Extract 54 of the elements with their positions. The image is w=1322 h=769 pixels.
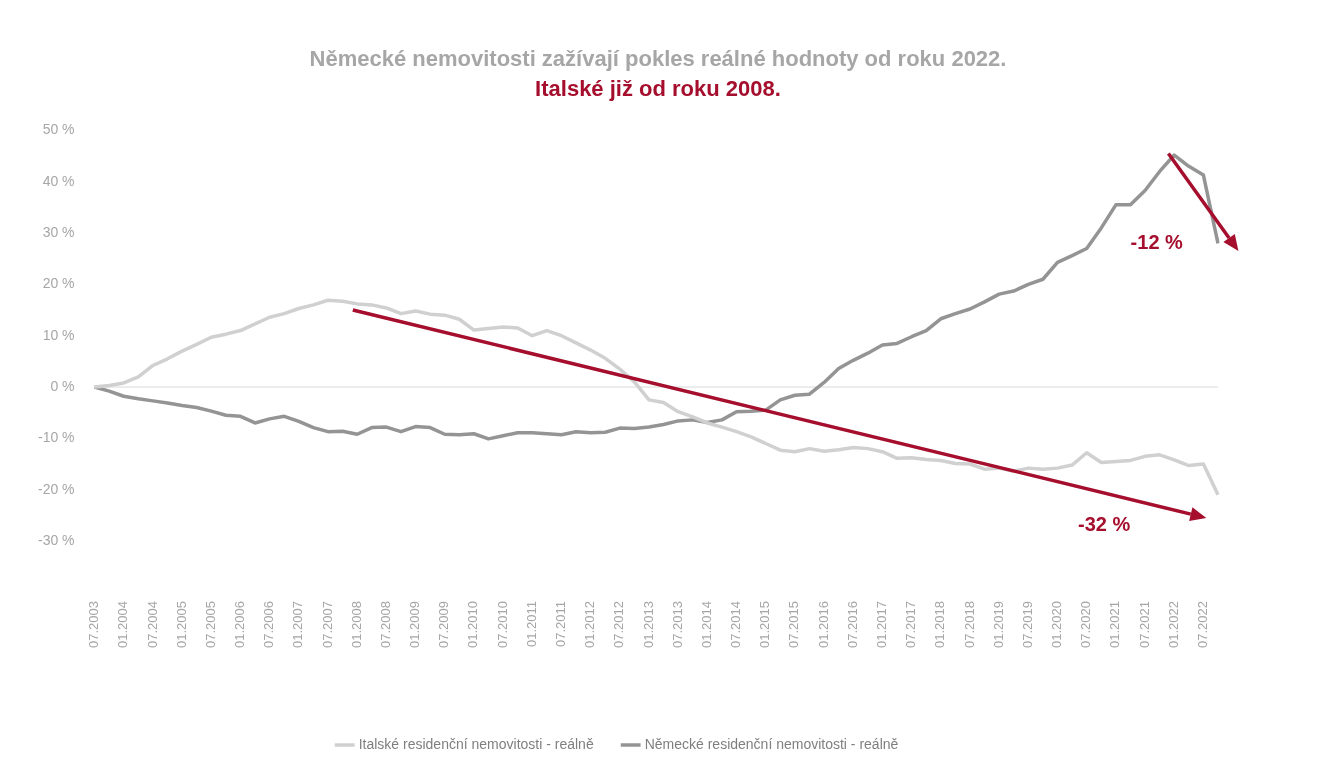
x-tick-label: 01.2020 xyxy=(1049,601,1065,649)
legend-label: Německé residenční nemovitosti - reálně xyxy=(644,735,899,752)
y-tick-label: 10 % xyxy=(42,326,75,343)
x-tick-label: 01.2015 xyxy=(757,601,773,649)
y-tick-label: -20 % xyxy=(37,480,75,497)
x-tick-label: 07.2013 xyxy=(669,601,685,649)
x-tick-label: 07.2003 xyxy=(86,601,102,649)
x-tick-label: 07.2019 xyxy=(1019,601,1035,649)
y-tick-label: 30 % xyxy=(42,223,75,240)
y-tick-label: 50 % xyxy=(42,121,75,138)
x-tick-label: 07.2007 xyxy=(319,601,335,649)
x-tick-label: 07.2015 xyxy=(786,601,802,649)
y-tick-label: 0 % xyxy=(50,377,75,394)
x-tick-label: 01.2006 xyxy=(232,601,248,649)
x-tick-label: 01.2011 xyxy=(523,601,539,648)
x-tick-label: 07.2016 xyxy=(844,601,860,649)
x-tick-label: 07.2004 xyxy=(144,601,160,649)
annotation: -32 % xyxy=(1078,512,1131,535)
x-tick-label: 01.2018 xyxy=(932,601,948,649)
chart-title: Německé nemovitosti zažívají pokles reálné hodnoty od roku 2022. xyxy=(308,46,1008,72)
x-tick-label: 01.2021 xyxy=(1107,601,1123,649)
x-tick-label: 01.2013 xyxy=(640,601,656,649)
x-tick-label: 07.2008 xyxy=(377,601,393,649)
x-tick-label: 07.2005 xyxy=(202,601,218,649)
x-tick-label: 07.2012 xyxy=(611,601,627,649)
x-tick-label: 07.2017 xyxy=(903,601,919,649)
x-tick-label: 01.2005 xyxy=(173,601,189,649)
x-tick-label: 07.2006 xyxy=(261,601,277,649)
x-tick-label: 01.2012 xyxy=(582,601,598,649)
y-tick-label: -30 % xyxy=(37,531,75,548)
x-tick-label: 07.2009 xyxy=(436,601,452,649)
x-tick-label: 01.2016 xyxy=(815,601,831,649)
y-tick-label: -10 % xyxy=(37,429,75,446)
y-tick-label: 40 % xyxy=(42,172,75,189)
x-tick-label: 01.2010 xyxy=(465,601,481,649)
x-tick-label: 01.2007 xyxy=(290,601,306,649)
x-tick-label: 01.2019 xyxy=(990,601,1006,649)
legend-label: Italské residenční nemovitosti - reálně xyxy=(358,735,594,752)
x-tick-label: 07.2020 xyxy=(1078,601,1094,649)
chart-subtitle: Italské již od roku 2008. xyxy=(534,76,782,102)
x-tick-label: 01.2004 xyxy=(115,601,131,649)
x-tick-label: 01.2017 xyxy=(874,601,890,649)
y-tick-label: 20 % xyxy=(42,275,75,292)
x-tick-label: 01.2008 xyxy=(348,601,364,649)
x-tick-label: 07.2014 xyxy=(728,601,744,649)
x-tick-label: 07.2018 xyxy=(961,601,977,649)
x-tick-label: 07.2011 xyxy=(553,601,569,648)
x-tick-label: 01.2009 xyxy=(407,601,423,649)
x-tick-label: 07.2010 xyxy=(494,601,510,649)
x-tick-label: 07.2022 xyxy=(1194,601,1210,649)
annotation: -12 % xyxy=(1130,230,1184,253)
x-tick-label: 01.2022 xyxy=(1165,601,1181,649)
x-tick-label: 01.2014 xyxy=(698,601,714,649)
x-tick-label: 07.2021 xyxy=(1136,601,1152,649)
